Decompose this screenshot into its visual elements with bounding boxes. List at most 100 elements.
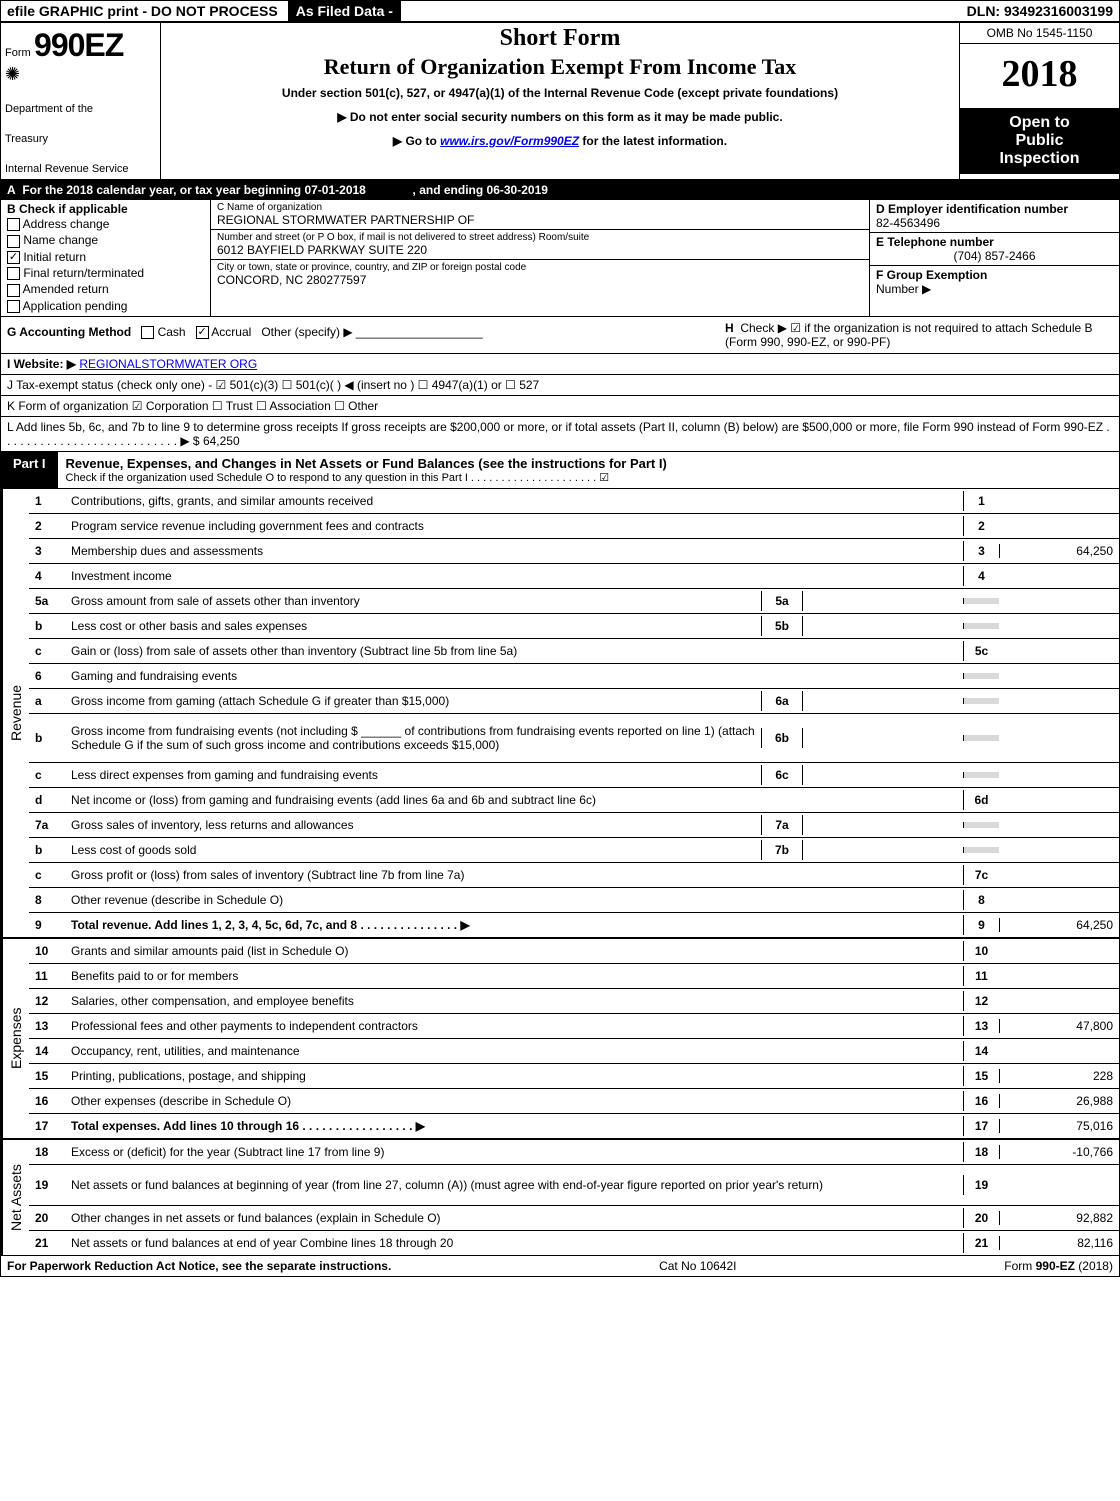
line-15: 15 Printing, publications, postage, and … <box>29 1064 1119 1089</box>
form-footer-id: Form 990-EZ (2018) <box>1004 1259 1113 1273</box>
tel-label: E Telephone number <box>876 235 1113 249</box>
form-prefix: Form <box>5 47 31 59</box>
line-6c: c Less direct expenses from gaming and f… <box>29 763 1119 788</box>
check-name-change[interactable]: Name change <box>7 232 204 248</box>
group-row: F Group Exemption Number ▶ <box>870 266 1119 298</box>
line-4: 4 Investment income 4 <box>29 564 1119 589</box>
dln: DLN: 93492316003199 <box>961 1 1119 21</box>
check-amended-return[interactable]: Amended return <box>7 281 204 297</box>
group-sub: Number ▶ <box>876 282 1113 296</box>
open-line-3: Inspection <box>962 150 1117 168</box>
org-name: REGIONAL STORMWATER PARTNERSHIP OF <box>217 213 863 227</box>
netassets-section: Net Assets 18 Excess or (deficit) for th… <box>1 1140 1119 1255</box>
cat-no: Cat No 10642I <box>659 1259 736 1273</box>
line-19: 19 Net assets or fund balances at beginn… <box>29 1165 1119 1206</box>
dept-line-3: Internal Revenue Service <box>5 163 156 175</box>
header-sub1: Under section 501(c), 527, or 4947(a)(1)… <box>171 86 949 100</box>
revenue-lines: 1 Contributions, gifts, grants, and simi… <box>29 489 1119 937</box>
ein-row: D Employer identification number 82-4563… <box>870 200 1119 233</box>
expenses-section: Expenses 10 Grants and similar amounts p… <box>1 939 1119 1140</box>
netassets-band: Net Assets <box>1 1140 29 1255</box>
line-6a: a Gross income from gaming (attach Sched… <box>29 689 1119 714</box>
line-10: 10 Grants and similar amounts paid (list… <box>29 939 1119 964</box>
row-a-label: A <box>7 183 16 197</box>
line-2: 2 Program service revenue including gove… <box>29 514 1119 539</box>
netassets-lines: 18 Excess or (deficit) for the year (Sub… <box>29 1140 1119 1255</box>
street-row: Number and street (or P O box, if mail i… <box>211 230 869 260</box>
line-14: 14 Occupancy, rent, utilities, and maint… <box>29 1039 1119 1064</box>
row-k: K Form of organization ☑ Corporation ☐ T… <box>1 396 1119 417</box>
row-j: J Tax-exempt status (check only one) - ☑… <box>1 375 1119 396</box>
return-title: Return of Organization Exempt From Incom… <box>171 54 949 80</box>
line-12: 12 Salaries, other compensation, and emp… <box>29 989 1119 1014</box>
tel-value: (704) 857-2466 <box>876 249 1113 263</box>
check-application-pending[interactable]: Application pending <box>7 298 204 314</box>
ein-label: D Employer identification number <box>876 202 1113 216</box>
form-number: 990EZ <box>34 27 123 63</box>
line-9: 9 Total revenue. Add lines 1, 2, 3, 4, 5… <box>29 913 1119 937</box>
line-7b: b Less cost of goods sold 7b <box>29 838 1119 863</box>
website-link[interactable]: REGIONALSTORMWATER ORG <box>79 357 257 371</box>
header-sub2: ▶ Do not enter social security numbers o… <box>171 110 949 124</box>
org-name-label: C Name of organization <box>217 202 863 213</box>
open-line-2: Public <box>962 132 1117 150</box>
check-final-return[interactable]: Final return/terminated <box>7 265 204 281</box>
form-header: Form 990EZ ✺ Department of the Treasury … <box>1 23 1119 181</box>
short-form-title: Short Form <box>171 25 949 52</box>
header-right-block: OMB No 1545-1150 2018 Open to Public Ins… <box>959 23 1119 179</box>
row-i: I Website: ▶ REGIONALSTORMWATER ORG <box>1 354 1119 375</box>
part-i-header: Part I Revenue, Expenses, and Changes in… <box>1 452 1119 489</box>
check-accrual[interactable]: ✓ <box>196 326 209 339</box>
line-1: 1 Contributions, gifts, grants, and simi… <box>29 489 1119 514</box>
col-b-header: B Check if applicable <box>7 202 204 216</box>
row-a-text: For the 2018 calendar year, or tax year … <box>22 183 366 197</box>
revenue-section: Revenue 1 Contributions, gifts, grants, … <box>1 489 1119 939</box>
check-initial-return[interactable]: ✓ Initial return <box>7 249 204 265</box>
treasury-seal-icon: ✺ <box>5 64 156 85</box>
col-c: C Name of organization REGIONAL STORMWAT… <box>211 200 869 316</box>
row-a: A For the 2018 calendar year, or tax yea… <box>1 181 1119 200</box>
tax-year: 2018 <box>960 44 1119 108</box>
line-6: 6 Gaming and fundraising events <box>29 664 1119 689</box>
section-gh: G Accounting Method Cash ✓ Accrual Other… <box>1 317 1119 354</box>
line-13: 13 Professional fees and other payments … <box>29 1014 1119 1039</box>
col-d: D Employer identification number 82-4563… <box>869 200 1119 316</box>
line-7a: 7a Gross sales of inventory, less return… <box>29 813 1119 838</box>
line-5c: c Gain or (loss) from sale of assets oth… <box>29 639 1119 664</box>
line-17: 17 Total expenses. Add lines 10 through … <box>29 1114 1119 1138</box>
form-number-block: Form 990EZ ✺ Department of the Treasury … <box>1 23 161 179</box>
page-footer: For Paperwork Reduction Act Notice, see … <box>1 1255 1119 1276</box>
tel-row: E Telephone number (704) 857-2466 <box>870 233 1119 266</box>
top-bar: efile GRAPHIC print - DO NOT PROCESS As … <box>1 1 1119 23</box>
line-5b: b Less cost or other basis and sales exp… <box>29 614 1119 639</box>
dept-line-1: Department of the <box>5 103 156 115</box>
city-label: City or town, state or province, country… <box>217 262 863 273</box>
expenses-lines: 10 Grants and similar amounts paid (list… <box>29 939 1119 1138</box>
ein-value: 82-4563496 <box>876 216 1113 230</box>
line-3: 3 Membership dues and assessments 3 64,2… <box>29 539 1119 564</box>
open-inspection: Open to Public Inspection <box>960 108 1119 174</box>
line-7c: c Gross profit or (loss) from sales of i… <box>29 863 1119 888</box>
header-title-block: Short Form Return of Organization Exempt… <box>161 23 959 179</box>
irs-link[interactable]: www.irs.gov/Form990EZ <box>440 134 579 148</box>
h-label: H <box>725 321 734 335</box>
paperwork-notice: For Paperwork Reduction Act Notice, see … <box>7 1259 391 1273</box>
efile-notice: efile GRAPHIC print - DO NOT PROCESS <box>1 1 284 21</box>
dept-line-2: Treasury <box>5 133 156 145</box>
col-b: B Check if applicable Address change Nam… <box>1 200 211 316</box>
group-label: F Group Exemption <box>876 268 1113 282</box>
row-a-ending: , and ending 06-30-2019 <box>413 183 548 197</box>
line-6b: b Gross income from fundraising events (… <box>29 714 1119 763</box>
revenue-band: Revenue <box>1 489 29 937</box>
check-address-change[interactable]: Address change <box>7 216 204 232</box>
part-i-sub: Check if the organization used Schedule … <box>66 471 1111 484</box>
section-bcd: B Check if applicable Address change Nam… <box>1 200 1119 317</box>
g-label: G Accounting Method <box>7 325 131 339</box>
street-label: Number and street (or P O box, if mail i… <box>217 232 863 243</box>
row-l: L Add lines 5b, 6c, and 7b to line 9 to … <box>1 417 1119 452</box>
expenses-band: Expenses <box>1 939 29 1138</box>
h-text: Check ▶ ☑ if the organization is not req… <box>725 321 1093 349</box>
city-value: CONCORD, NC 280277597 <box>217 273 863 287</box>
check-cash[interactable] <box>141 326 154 339</box>
part-i-tab: Part I <box>1 452 58 488</box>
